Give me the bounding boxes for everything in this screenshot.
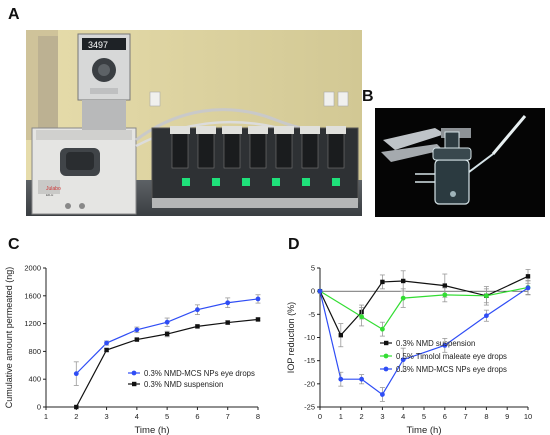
- panel-label-b: B: [362, 88, 374, 105]
- y-tick-label: 1600: [24, 291, 41, 300]
- x-tick-label: 5: [422, 412, 426, 421]
- data-point: [317, 288, 323, 294]
- data-point: [164, 319, 170, 325]
- x-tick-label: 5: [165, 412, 169, 421]
- chart-c-permeation: 1 2 3 4 5 6 7 8 0 400 800 1200 1600 2000 Time (h) Cumul…: [4, 264, 261, 435]
- y-tick-label: 5: [311, 264, 315, 273]
- y-axis-label: Cumulative amount permeated (ng): [4, 267, 14, 409]
- y-axis-label: IOP reduction (%): [286, 302, 296, 373]
- legend-label: 0.3% NMD suspension: [144, 380, 223, 389]
- data-point: [74, 404, 79, 410]
- panel-label-d: D: [288, 236, 300, 253]
- data-point: [338, 332, 343, 338]
- y-tick-label: -10: [304, 333, 315, 342]
- data-point: [442, 292, 448, 298]
- legend-label: 0.5% Timolol maleate eye drops: [396, 352, 507, 361]
- x-axis-label: Time (h): [134, 425, 169, 435]
- x-tick-label: 8: [256, 412, 260, 421]
- data-point: [380, 279, 385, 285]
- x-tick-label: 3: [380, 412, 384, 421]
- data-point: [104, 347, 109, 353]
- x-tick-label: 6: [195, 412, 199, 421]
- photo-b-illustration: [375, 108, 545, 217]
- x-tick-label: 3: [104, 412, 108, 421]
- x-tick-label: 4: [135, 412, 139, 421]
- x-tick-label: 2: [74, 412, 78, 421]
- data-point: [134, 327, 140, 333]
- data-point: [484, 293, 489, 299]
- x-tick-label: 7: [464, 412, 468, 421]
- panel-label-a: A: [8, 6, 20, 23]
- data-point: [164, 331, 170, 337]
- x-tick-label: 0: [318, 412, 322, 421]
- legend-label: 0.3% NMD-MCS NPs eye drops: [396, 365, 507, 374]
- x-axis-label: Time (h): [406, 425, 441, 435]
- y-tick-label: 1200: [24, 319, 41, 328]
- x-tick-label: 10: [524, 412, 532, 421]
- x-tick-label: 6: [443, 412, 447, 421]
- display-reading: 3497: [88, 40, 108, 50]
- data-point: [484, 313, 489, 319]
- data-point: [400, 357, 406, 363]
- model-label: ED-H: [46, 193, 53, 197]
- legend-label: 0.3% NMD suspension: [396, 339, 475, 348]
- y-tick-label: -5: [308, 310, 315, 319]
- legend-label: 0.3% NMD-MCS NPs eye drops: [144, 369, 255, 378]
- y-tick-label: -25: [304, 403, 315, 412]
- chart-d-iop-reduction: 0 1 2 3 4 5 6 7 8 9 10 5 0 -5 -10 -15 -20 -25 Time (h) IOP …: [286, 264, 532, 435]
- legend-marker: [383, 366, 389, 372]
- data-point: [359, 376, 364, 382]
- panel-label-c: C: [8, 236, 20, 253]
- data-point: [255, 317, 261, 322]
- y-tick-label: 800: [28, 347, 41, 356]
- data-point: [225, 320, 230, 325]
- legend-marker: [384, 340, 389, 346]
- data-point: [338, 376, 344, 382]
- series-line-3: [319, 287, 529, 396]
- data-point: [400, 295, 406, 301]
- data-point: [73, 371, 79, 377]
- photo-a-illustration: Julabo ED-H 3497: [26, 30, 362, 216]
- y-tick-label: -20: [304, 379, 315, 388]
- data-point: [442, 283, 447, 288]
- data-point: [380, 392, 385, 397]
- y-tick-label: 2000: [24, 264, 41, 273]
- y-tick-label: 400: [28, 375, 41, 384]
- x-tick-label: 2: [360, 412, 364, 421]
- legend-marker: [131, 370, 137, 376]
- data-point: [195, 307, 200, 313]
- x-tick-label: 1: [44, 412, 48, 421]
- y-tick-label: 0: [311, 287, 315, 296]
- data-point: [134, 337, 140, 342]
- data-point: [225, 300, 231, 306]
- x-tick-label: 7: [226, 412, 230, 421]
- y-tick-label: 0: [37, 403, 41, 412]
- data-point: [525, 274, 531, 279]
- x-tick-label: 1: [339, 412, 343, 421]
- data-point: [442, 342, 448, 348]
- data-point: [525, 285, 531, 291]
- brand-label: Julabo: [46, 186, 61, 192]
- series-line-1: [319, 275, 529, 337]
- x-tick-label: 8: [484, 412, 488, 421]
- x-tick-label: 4: [401, 412, 405, 421]
- data-point: [380, 326, 385, 332]
- legend-marker: [132, 381, 137, 387]
- data-point: [359, 314, 364, 320]
- data-point: [104, 340, 109, 346]
- data-point: [401, 278, 406, 284]
- legend-marker: [383, 353, 389, 359]
- photo-franz-diffusion-cell: [375, 108, 545, 217]
- y-tick-label: -15: [304, 356, 315, 365]
- data-point: [255, 296, 261, 302]
- photo-franz-cell-apparatus: Julabo ED-H 3497: [26, 30, 362, 216]
- data-point: [195, 324, 200, 329]
- x-tick-label: 9: [505, 412, 509, 421]
